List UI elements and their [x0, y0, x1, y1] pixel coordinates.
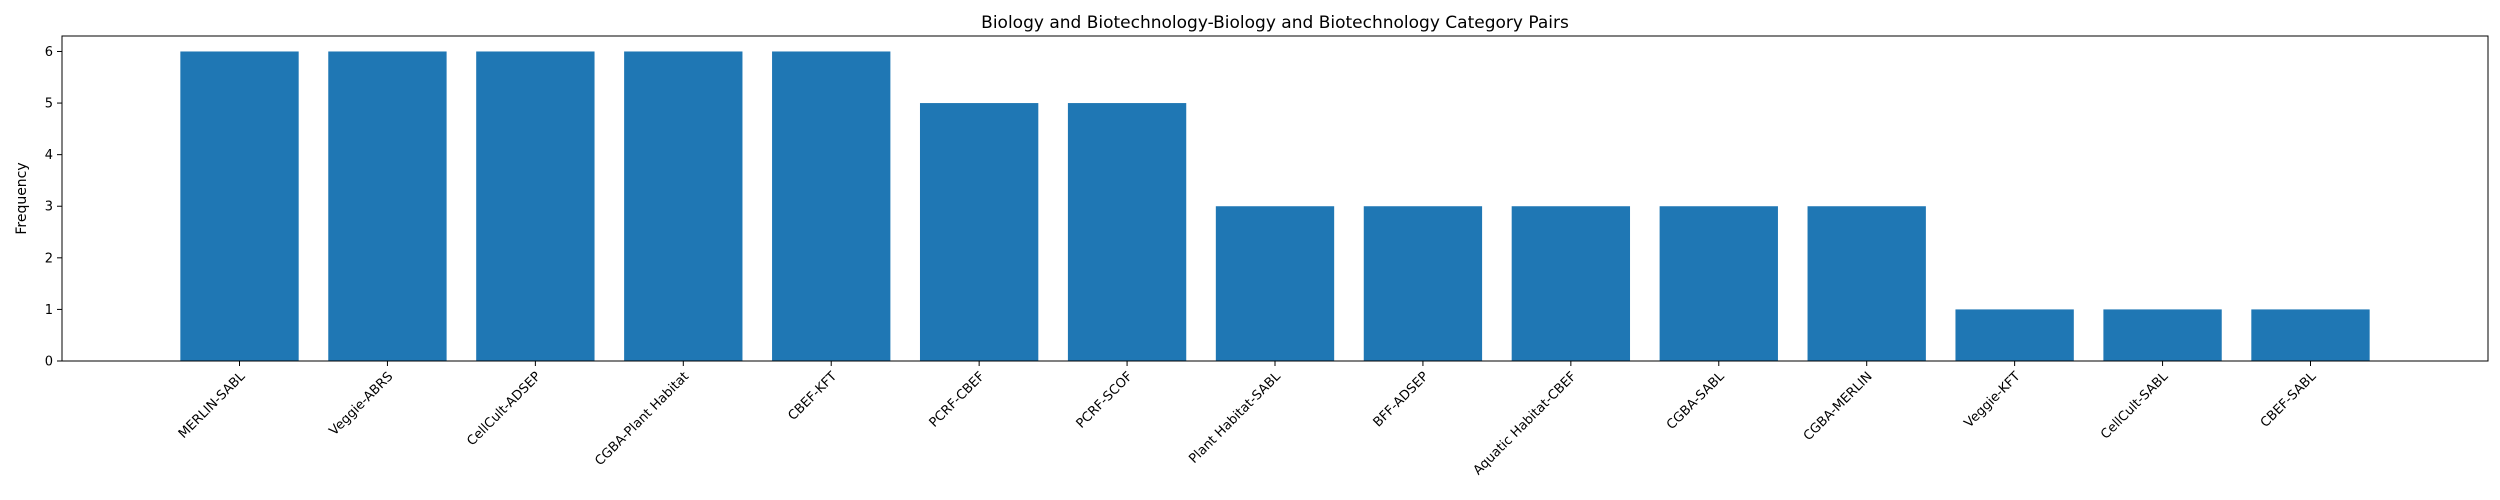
plot-area: 0 1 2 3 4 5 6 MERLIN-SABL Veggie-ABRS CellCult-AD… — [45, 35, 2489, 478]
x-tick-label: CGBA-SABL — [1664, 369, 1728, 433]
x-tick-label: CBEF-SABL — [2258, 369, 2320, 431]
bar — [772, 51, 891, 361]
x-tick-label: PCRF-CBEF — [927, 369, 988, 430]
y-tick-label: 5 — [45, 97, 53, 112]
chart-title: Biology and Biotechnology-Biology and Bi… — [981, 13, 1569, 33]
x-tick-label: MERLIN-SABL — [176, 369, 249, 442]
x-tick-label: CellCult-ADSEP — [464, 369, 544, 449]
bar — [180, 51, 299, 361]
x-tick-label: PCRF-SCOF — [1074, 369, 1136, 431]
bar — [476, 51, 595, 361]
bar — [2251, 309, 2370, 361]
x-tick-label: CellCult-SABL — [2098, 369, 2172, 443]
x-tick-label: CGBA-Plant Habitat — [592, 369, 692, 469]
bar — [624, 51, 743, 361]
bar — [1955, 309, 2074, 361]
bar — [1215, 206, 1335, 361]
bar — [1067, 103, 1187, 362]
bar — [919, 103, 1039, 362]
y-tick-label: 2 — [45, 251, 53, 266]
y-tick-label: 3 — [45, 200, 53, 215]
y-tick-label: 6 — [45, 45, 53, 60]
bar — [1511, 206, 1631, 361]
x-tick-label: Aquatic Habitat-CBEF — [1471, 369, 1580, 478]
bar — [328, 51, 447, 361]
x-tick-label: Veggie-ABRS — [327, 369, 397, 439]
bar — [1363, 206, 1483, 361]
y-tick-label: 4 — [45, 148, 53, 163]
x-tick-label: Veggie-KFT — [1962, 369, 2024, 431]
bar — [2103, 309, 2222, 361]
bar — [1807, 206, 1926, 361]
x-tick-label: CGBA-MERLIN — [1801, 369, 1876, 444]
bar — [1659, 206, 1778, 361]
x-tick-label: CBEF-KFT — [786, 369, 841, 424]
y-axis-title: Frequency — [14, 162, 30, 234]
y-tick-label: 0 — [45, 355, 53, 370]
x-tick-label: BFF-ADSEP — [1371, 369, 1432, 430]
x-tick-label: Plant Habitat-SABL — [1186, 369, 1284, 467]
y-tick-label: 1 — [45, 303, 53, 318]
